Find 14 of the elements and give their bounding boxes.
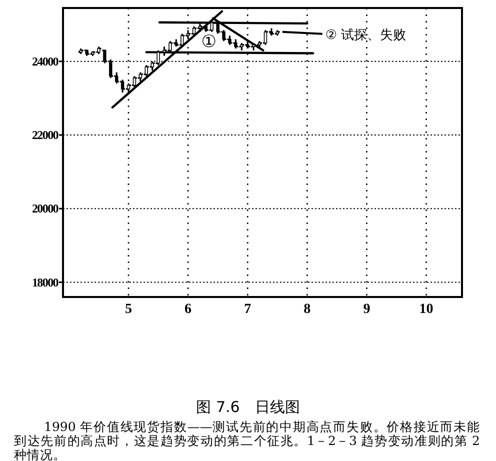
x-tick-label: 8 — [304, 302, 311, 317]
text: 1990 年价值线现货指数——测试先前的中期高点而失败。价格接近而未能到达先前的高点时，这是趋势变动的第二个征兆。1－2－3 趋势变动准则的第 2 种情况。 — [14, 419, 480, 461]
annotation: ① — [201, 32, 217, 52]
x-tick-label: 10 — [419, 302, 434, 317]
x-tick-label: 6 — [184, 302, 192, 317]
caption: 图 7.6 日线图 — [195, 398, 301, 417]
x-tick-label: 9 — [363, 302, 370, 317]
y-tick-label: 18000 — [32, 275, 59, 290]
x-tick-label: 5 — [125, 302, 132, 317]
y-tick-label: 20000 — [32, 202, 59, 216]
y-tick-label: 24000 — [32, 54, 59, 68]
x-tick-label: 7 — [244, 302, 252, 317]
y-tick-label: 22000 — [32, 128, 59, 142]
annotation: ② 试探、失败 — [325, 28, 406, 43]
